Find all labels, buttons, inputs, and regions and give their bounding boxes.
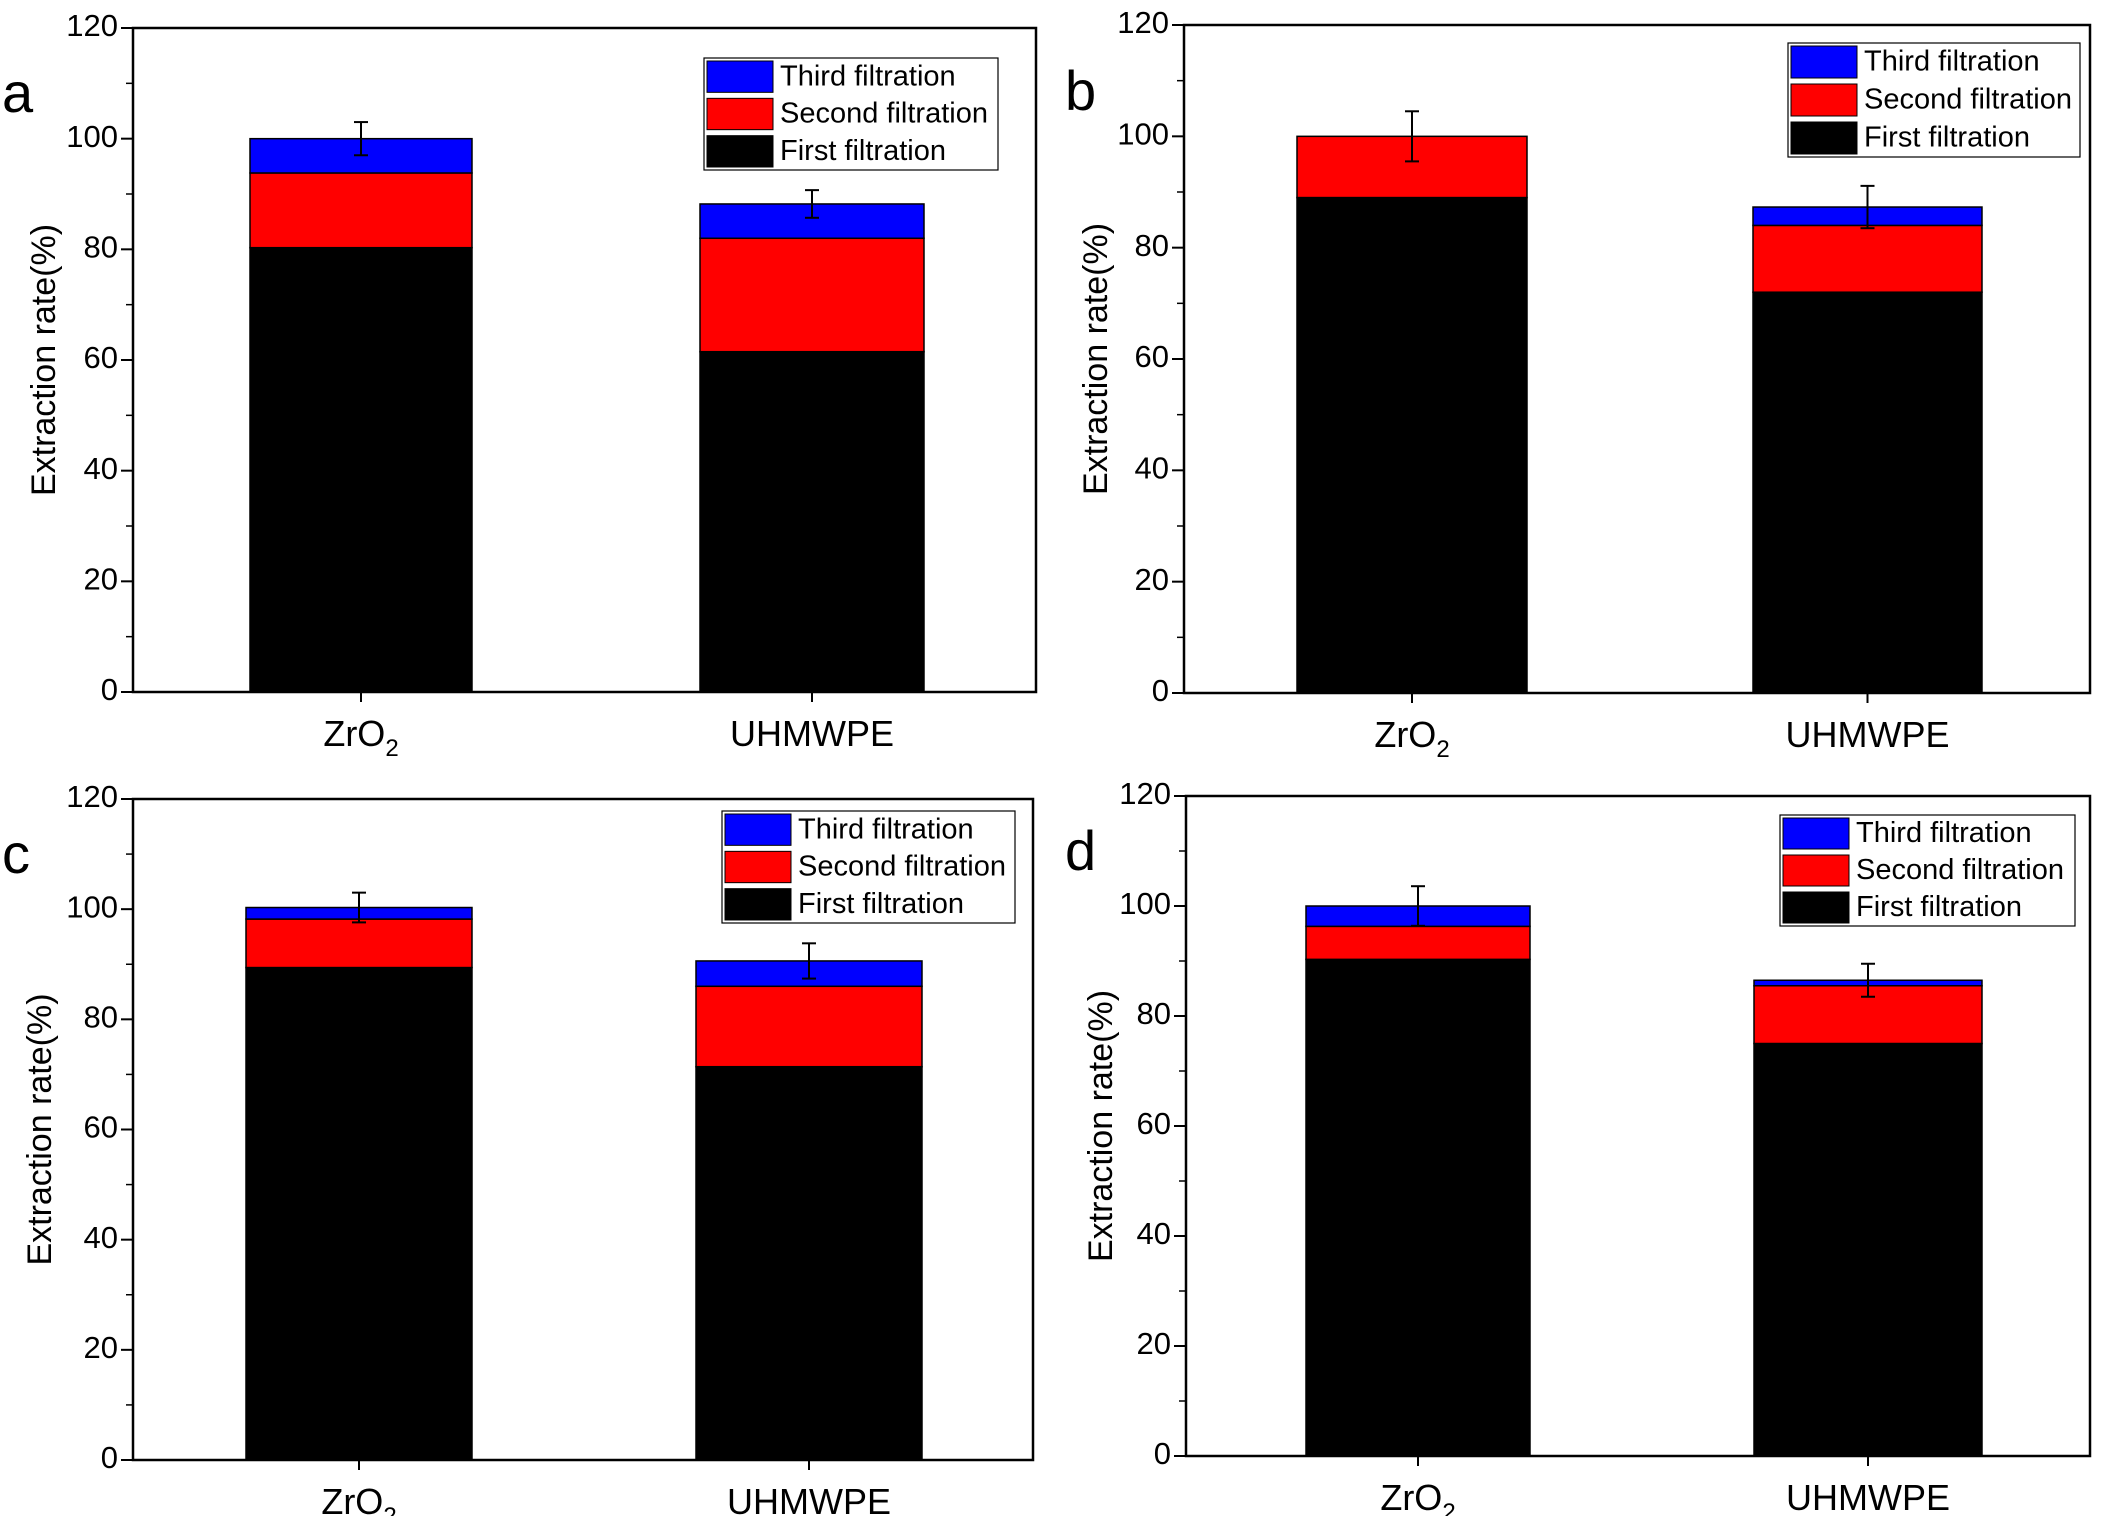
panel-b: b Extraction rate(%) ZrO2 UHMWPE 0 20 40 60 80 10… bbox=[1065, 5, 2092, 763]
x-tick-label: ZrO2 bbox=[1374, 714, 1449, 763]
y-tick-label: 100 bbox=[66, 119, 118, 154]
error-bar bbox=[1860, 184, 1875, 230]
legend-label: Third filtration bbox=[798, 813, 974, 845]
y-tick-label: 40 bbox=[1135, 451, 1169, 486]
panel-letter: c bbox=[2, 822, 30, 885]
y-tick-label: 100 bbox=[66, 889, 118, 924]
y-tick-label: 40 bbox=[84, 451, 118, 486]
error-bar bbox=[1861, 962, 1875, 998]
legend-swatch bbox=[706, 97, 774, 131]
panel-letter: a bbox=[2, 61, 34, 124]
y-axis-title: Extraction rate(%) bbox=[1082, 990, 1120, 1262]
y-tick-label: 0 bbox=[1152, 673, 1169, 708]
y-tick-label: 100 bbox=[1119, 886, 1171, 921]
error-bar bbox=[1411, 885, 1425, 927]
error-bar bbox=[1405, 110, 1419, 163]
y-axis-title: Extraction rate(%) bbox=[25, 224, 63, 496]
error-bar bbox=[354, 121, 368, 157]
legend-swatch bbox=[724, 813, 792, 846]
y-tick-label: 20 bbox=[1135, 562, 1169, 597]
bar-segment-first-0 bbox=[1305, 958, 1531, 1457]
y-tick-label: 80 bbox=[1135, 228, 1169, 263]
legend-label: Second filtration bbox=[1856, 854, 2064, 886]
y-axis-title: Extraction rate(%) bbox=[1077, 223, 1115, 495]
legend-label: Second filtration bbox=[1864, 84, 2072, 116]
legend-label: Third filtration bbox=[780, 60, 956, 92]
y-axis-title: Extraction rate(%) bbox=[21, 993, 59, 1265]
legend: Third filtration Second filtration First f… bbox=[1787, 42, 2081, 158]
error-bar bbox=[802, 942, 816, 980]
bar-segment-first-1 bbox=[695, 1065, 923, 1461]
x-tick-label: UHMWPE bbox=[730, 713, 894, 754]
x-tick-label: UHMWPE bbox=[1786, 1477, 1950, 1516]
bar-segment-second-0 bbox=[245, 918, 473, 969]
legend-swatch bbox=[724, 888, 792, 921]
panel-d: d Extraction rate(%) ZrO2 UHMWPE 0 20 40 60 80 10… bbox=[1065, 776, 2092, 1516]
y-tick-label: 60 bbox=[1135, 339, 1169, 374]
panel-c: c Extraction rate(%) ZrO2 UHMWPE 0 20 40 60 80 10… bbox=[2, 779, 1035, 1516]
y-tick-label: 60 bbox=[84, 340, 118, 375]
legend: Third filtration Second filtration First f… bbox=[703, 57, 999, 171]
legend-swatch bbox=[706, 60, 774, 93]
legend-swatch bbox=[1790, 45, 1858, 79]
y-tick-label: 80 bbox=[84, 1000, 118, 1035]
bar-segment-first-0 bbox=[245, 966, 473, 1461]
x-tick-label: UHMWPE bbox=[727, 1481, 891, 1516]
legend-swatch bbox=[1790, 83, 1858, 117]
bar-segment-first-1 bbox=[1753, 1042, 1983, 1457]
y-tick-label: 80 bbox=[84, 230, 118, 265]
legend-swatch bbox=[1782, 891, 1850, 924]
bar-segment-first-1 bbox=[699, 350, 925, 693]
y-tick-label: 20 bbox=[84, 1330, 118, 1365]
bar-segment-first-0 bbox=[1296, 196, 1528, 694]
bar-segment-first-1 bbox=[1752, 291, 1983, 694]
panel-a: a Extraction rate(%) ZrO2 UHMWPE 0 20 40 60 80 10… bbox=[2, 8, 1038, 762]
panel-letter: d bbox=[1065, 819, 1096, 882]
legend-swatch bbox=[706, 135, 774, 168]
y-tick-label: 40 bbox=[84, 1220, 118, 1255]
legend-swatch bbox=[1790, 121, 1858, 155]
bar-segment-first-0 bbox=[249, 246, 473, 693]
bar-segment-second-1 bbox=[1752, 224, 1983, 293]
y-tick-label: 0 bbox=[101, 672, 118, 707]
y-tick-label: 120 bbox=[1119, 776, 1171, 811]
legend-label: Second filtration bbox=[798, 851, 1006, 883]
bar-segment-second-1 bbox=[695, 985, 923, 1068]
legend: Third filtration Second filtration First f… bbox=[721, 810, 1016, 924]
bar-segment-second-1 bbox=[699, 237, 925, 353]
y-tick-label: 40 bbox=[1137, 1216, 1171, 1251]
y-tick-label: 20 bbox=[84, 562, 118, 597]
y-tick-label: 120 bbox=[66, 8, 118, 43]
y-tick-label: 100 bbox=[1117, 117, 1169, 152]
x-tick-label: ZrO2 bbox=[1380, 1477, 1455, 1516]
bar-segment-second-0 bbox=[1305, 925, 1531, 961]
x-tick-label: UHMWPE bbox=[1786, 714, 1950, 755]
legend-label: Second filtration bbox=[780, 98, 988, 130]
x-tick-label: ZrO2 bbox=[323, 713, 398, 762]
legend-label: First filtration bbox=[1864, 122, 2030, 154]
legend: Third filtration Second filtration First f… bbox=[1779, 814, 2076, 927]
legend-swatch bbox=[1782, 854, 1850, 887]
legend-swatch bbox=[1782, 817, 1850, 850]
legend-label: First filtration bbox=[780, 135, 946, 167]
y-tick-label: 0 bbox=[101, 1440, 118, 1475]
legend-label: Third filtration bbox=[1864, 46, 2040, 78]
legend-swatch bbox=[724, 850, 792, 884]
y-tick-label: 120 bbox=[66, 779, 118, 814]
error-bar bbox=[352, 891, 366, 924]
y-tick-label: 80 bbox=[1137, 996, 1171, 1031]
x-tick-label: ZrO2 bbox=[321, 1481, 396, 1516]
y-tick-label: 20 bbox=[1137, 1326, 1171, 1361]
error-bar bbox=[805, 189, 819, 219]
legend-label: First filtration bbox=[798, 888, 964, 920]
y-tick-label: 60 bbox=[1137, 1106, 1171, 1141]
y-tick-label: 0 bbox=[1154, 1436, 1171, 1471]
legend-label: Third filtration bbox=[1856, 817, 2032, 849]
bar-segment-second-0 bbox=[249, 172, 473, 249]
legend-label: First filtration bbox=[1856, 891, 2022, 923]
panel-letter: b bbox=[1065, 59, 1096, 122]
y-tick-label: 60 bbox=[84, 1110, 118, 1145]
y-tick-label: 120 bbox=[1117, 5, 1169, 40]
